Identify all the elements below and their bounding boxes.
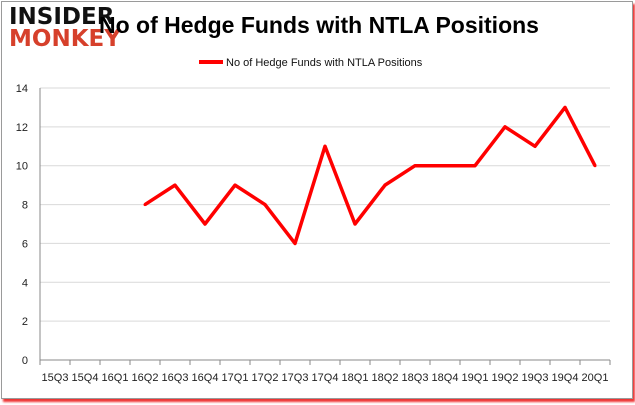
y-tick-label: 8: [22, 200, 28, 212]
data-point: [263, 203, 267, 207]
data-point: [413, 164, 417, 168]
x-tick-label: 16Q1: [102, 372, 129, 384]
logo-line1: INSIDER: [9, 4, 115, 30]
data-point: [533, 144, 537, 148]
data-point: [143, 203, 147, 207]
data-point: [473, 164, 477, 168]
x-tick-label: 15Q3: [42, 372, 69, 384]
y-tick-label: 10: [16, 161, 28, 173]
y-tick-label: 6: [22, 238, 28, 250]
y-tick-label: 4: [22, 277, 28, 289]
y-tick-label: 14: [16, 83, 28, 95]
x-tick-label: 16Q4: [192, 372, 219, 384]
data-point: [203, 222, 207, 226]
insider-monkey-logo: INSIDER MONKEY: [9, 4, 121, 52]
data-point: [593, 164, 597, 168]
data-point: [323, 144, 327, 148]
series-line: [144, 105, 597, 246]
x-tick-label: 19Q4: [552, 372, 579, 384]
x-tick-label: 16Q2: [132, 372, 159, 384]
data-point: [563, 105, 567, 109]
x-tick-label: 15Q4: [72, 372, 99, 384]
x-tick-label: 18Q4: [432, 372, 459, 384]
x-tick-label: 19Q3: [522, 372, 549, 384]
x-tick-label: 18Q2: [372, 372, 399, 384]
chart-title: No of Hedge Funds with NTLA Positions: [99, 12, 539, 38]
x-tick-label: 20Q1: [582, 372, 609, 384]
legend: No of Hedge Funds with NTLA Positions: [199, 57, 423, 69]
data-point: [293, 241, 297, 245]
x-tick-label: 19Q2: [492, 372, 519, 384]
x-tick-label: 16Q3: [162, 372, 189, 384]
logo-line2: MONKEY: [9, 26, 121, 52]
data-point: [383, 183, 387, 187]
y-tick-label: 0: [22, 355, 28, 367]
data-point: [353, 222, 357, 226]
data-point: [233, 183, 237, 187]
x-tick-label: 18Q3: [402, 372, 429, 384]
chart-frame: [1, 1, 633, 399]
x-tick-label: 17Q2: [252, 372, 279, 384]
x-tick-label: 17Q4: [312, 372, 339, 384]
legend-label: No of Hedge Funds with NTLA Positions: [226, 57, 423, 69]
data-point: [503, 125, 507, 129]
x-tick-label: 17Q3: [282, 372, 309, 384]
x-tick-label: 19Q1: [462, 372, 489, 384]
x-tick-label: 17Q1: [222, 372, 249, 384]
y-tick-label: 12: [16, 122, 28, 134]
data-point: [173, 183, 177, 187]
data-point: [443, 164, 447, 168]
y-tick-label: 2: [22, 316, 28, 328]
x-tick-label: 18Q1: [342, 372, 369, 384]
